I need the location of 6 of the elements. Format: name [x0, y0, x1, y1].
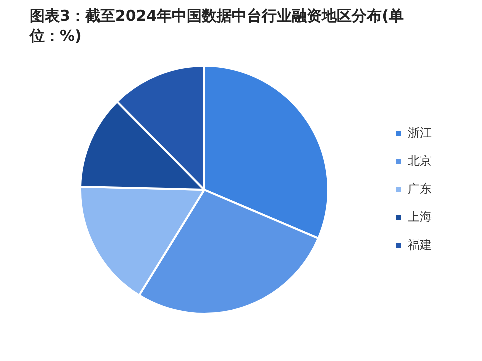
legend-label: 北京: [408, 154, 432, 168]
legend-label: 浙江: [408, 126, 432, 140]
legend-label: 广东: [408, 182, 432, 196]
legend-label: 上海: [408, 210, 432, 224]
legend-label: 福建: [408, 238, 432, 252]
chart-title: 图表3：截至2024年中国数据中台行业融资地区分布(单位：%): [30, 6, 406, 46]
